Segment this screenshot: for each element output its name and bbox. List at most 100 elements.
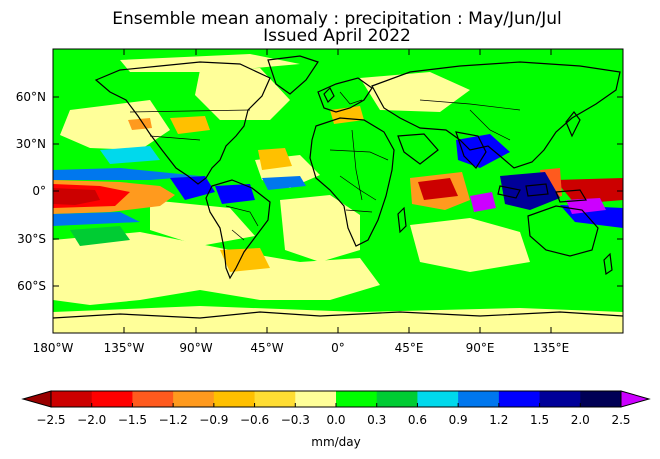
- anomaly-patch-wet-amazon: [215, 184, 255, 204]
- lon-tick-label: 90°E: [466, 341, 495, 355]
- anomaly-patch-north-pacific: [60, 100, 170, 150]
- colorbar: −2.5 −2.0 −1.5 −1.2 −0.9 −0.6 −0.3 0.0 0.3 0.6 0.9…: [21, 390, 651, 427]
- colorbar-tick-label: −1.5: [118, 413, 147, 427]
- coast-indonesia-2: [525, 183, 549, 197]
- lon-tick-label: 45°E: [395, 341, 424, 355]
- colorbar-tick-label: 2.0: [571, 413, 590, 427]
- anomaly-patch-wet-s-pacific: [70, 226, 130, 246]
- lat-tick-label: 60°S: [17, 279, 46, 293]
- anomaly-patch-dry-4: [220, 248, 270, 272]
- anomaly-patch-wet-ne-pacific: [100, 146, 160, 164]
- lat-tick-label: 60°N: [16, 90, 46, 104]
- colorbar-tick-label: 0.9: [449, 413, 468, 427]
- coast-europe: [317, 77, 373, 113]
- colorbar-cell: [295, 391, 337, 407]
- coast-india: [455, 131, 487, 169]
- lat-axis: 60°N 30°N 0° 30°S 60°S: [16, 90, 623, 293]
- colorbar-cell: [173, 391, 215, 407]
- colorbar-cell: [91, 391, 133, 407]
- colorbar-tick-label: −2.0: [77, 413, 106, 427]
- colorbar-cell: [336, 391, 378, 407]
- lon-tick-label: 90°W: [179, 341, 212, 355]
- border-asia-1: [419, 99, 521, 111]
- anomaly-patch-wet-central-america: [170, 176, 215, 200]
- coast-antarctica: [53, 311, 623, 319]
- colorbar-tick-label: 1.2: [489, 413, 508, 427]
- colorbar-cell: [376, 391, 418, 407]
- coast-asia: [371, 61, 621, 169]
- anomaly-patch-south-atlantic: [280, 195, 360, 262]
- border-south-america-1: [225, 205, 259, 227]
- anomaly-patch-west-pacific-dry: [555, 178, 623, 204]
- colorbar-tick-label: −0.3: [281, 413, 310, 427]
- colorbar-cell: [458, 391, 500, 407]
- coast-japan: [565, 111, 581, 138]
- coast-arabia: [397, 133, 439, 165]
- anomaly-patch-antarctic: [53, 306, 623, 333]
- coast-indonesia-1: [497, 185, 521, 199]
- anomaly-patch-indian-dry-core: [418, 178, 458, 200]
- anomaly-patch-wet-atlantic: [262, 176, 306, 190]
- colorbar-tick-label: 1.5: [530, 413, 549, 427]
- coast-south-america: [205, 179, 271, 280]
- border-africa-4: [345, 209, 373, 213]
- lon-tick-label: 180°W: [33, 341, 74, 355]
- chart-subtitle: Issued April 2022: [263, 26, 411, 46]
- border-south-america-2: [231, 229, 245, 241]
- country-borders: [129, 91, 521, 241]
- lon-tick-label: 135°W: [104, 341, 145, 355]
- colorbar-under-extension: [21, 390, 52, 408]
- anomaly-patch-wet-pacific-south: [53, 212, 140, 226]
- colorbar-cells: [51, 391, 622, 407]
- anomaly-patch-wet-india: [456, 134, 510, 168]
- coast-greenland: [267, 55, 319, 95]
- coast-australia: [527, 205, 599, 257]
- coast-new-zealand: [603, 252, 613, 276]
- lon-tick-label: 0°: [331, 341, 345, 355]
- anomaly-patch-max-wet-east: [566, 198, 606, 214]
- anomaly-patch-wet-pacific-north: [53, 168, 200, 180]
- coast-uk: [323, 86, 335, 104]
- coast-africa: [309, 117, 395, 247]
- anomaly-patch-dry-2: [258, 148, 292, 170]
- colorbar-cell: [580, 391, 622, 407]
- colorbar-cell: [213, 391, 256, 407]
- border-africa-1: [329, 149, 389, 161]
- anomaly-patch-wet-indonesia: [500, 172, 560, 210]
- colorbar-cell: [132, 391, 174, 407]
- border-africa-3: [351, 129, 363, 201]
- anomaly-patch-max-wet-west: [470, 192, 496, 212]
- anomaly-patch-south-pacific: [53, 232, 380, 305]
- colorbar-cell: [539, 391, 581, 407]
- colorbar-cell: [51, 391, 93, 407]
- coast-new-guinea: [555, 189, 588, 203]
- colorbar-tick-label: −2.5: [36, 413, 65, 427]
- map-panel: [53, 49, 623, 333]
- colorbar-tick-label: 0.0: [326, 413, 345, 427]
- lon-axis: 180°W 135°W 90°W 45°W 0° 45°E 90°E 135°E: [33, 49, 570, 355]
- anomaly-patch-north-america: [195, 68, 290, 120]
- lon-tick-label: 45°W: [250, 341, 283, 355]
- chart-title: Ensemble mean anomaly : precipitation : …: [112, 9, 562, 29]
- border-usa-mexico: [149, 135, 201, 141]
- coast-north-america: [94, 61, 271, 185]
- lon-tick-label: 135°E: [533, 341, 570, 355]
- colorbar-cell: [498, 391, 541, 407]
- colorbar-tick-label: −1.2: [159, 413, 188, 427]
- colorbar-tick-label: 0.6: [408, 413, 427, 427]
- colorbar-tick-label: −0.6: [240, 413, 269, 427]
- anomaly-patch-dry-1: [170, 116, 210, 134]
- colorbar-tick-label: 0.3: [367, 413, 386, 427]
- anomaly-patch-east-pacific: [150, 200, 255, 246]
- lat-tick-label: 0°: [32, 184, 46, 198]
- anomaly-patch-south-indian: [410, 218, 530, 272]
- anomaly-patch-pacific-dry-core: [53, 188, 100, 205]
- colorbar-tick-label: −0.9: [199, 413, 228, 427]
- lat-tick-label: 30°S: [17, 232, 46, 246]
- coastlines: [53, 55, 623, 319]
- border-usa-canada: [129, 109, 251, 113]
- colorbar-ticks: −2.5 −2.0 −1.5 −1.2 −0.9 −0.6 −0.3 0.0 0.3 0.6 0.9…: [36, 403, 631, 427]
- lat-tick-label: 30°N: [16, 137, 46, 151]
- colorbar-tick-label: 2.5: [611, 413, 630, 427]
